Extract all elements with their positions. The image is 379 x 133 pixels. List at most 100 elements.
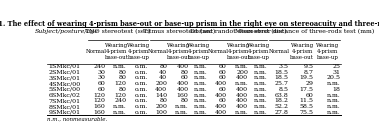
Text: 60: 60 bbox=[219, 87, 227, 92]
Text: 120: 120 bbox=[115, 93, 127, 98]
Text: 52.2: 52.2 bbox=[275, 104, 289, 109]
Text: n.m.: n.m. bbox=[326, 98, 340, 103]
Text: n.m.: n.m. bbox=[194, 98, 208, 103]
Text: 5SMkc/00: 5SMkc/00 bbox=[49, 87, 81, 92]
Text: n.m.: n.m. bbox=[194, 70, 208, 75]
Text: 3SMkc/01: 3SMkc/01 bbox=[49, 75, 81, 80]
Text: o.m.: o.m. bbox=[135, 104, 148, 109]
Text: 200: 200 bbox=[155, 81, 167, 86]
Text: Titmus stereotest (sec): Titmus stereotest (sec) bbox=[143, 29, 215, 34]
Text: n.m.: n.m. bbox=[235, 81, 248, 86]
Text: 25.7: 25.7 bbox=[275, 81, 289, 86]
Text: n.m.: n.m. bbox=[194, 75, 208, 80]
Text: 400: 400 bbox=[236, 75, 248, 80]
Text: n.m.: n.m. bbox=[194, 93, 208, 98]
Text: n.m.: n.m. bbox=[235, 110, 248, 115]
Text: n.m.: n.m. bbox=[194, 87, 208, 92]
Text: 60: 60 bbox=[97, 81, 105, 86]
Text: 400: 400 bbox=[236, 104, 248, 109]
Text: n.m.: n.m. bbox=[113, 110, 127, 115]
Text: 8.5: 8.5 bbox=[279, 87, 289, 92]
Text: 200: 200 bbox=[155, 104, 167, 109]
Text: 160: 160 bbox=[94, 110, 105, 115]
Text: Normal: Normal bbox=[268, 49, 290, 54]
Text: 160: 160 bbox=[94, 104, 105, 109]
Text: Distant randot stereotest (sec): Distant randot stereotest (sec) bbox=[190, 29, 287, 34]
Text: Mean error distance of three-rods test (mm): Mean error distance of three-rods test (… bbox=[235, 29, 374, 34]
Text: 30: 30 bbox=[97, 70, 105, 75]
Text: o.m.: o.m. bbox=[135, 87, 148, 92]
Text: n.m.: n.m. bbox=[254, 70, 267, 75]
Text: 400: 400 bbox=[236, 98, 248, 103]
Text: 400: 400 bbox=[177, 64, 189, 69]
Text: 17.5: 17.5 bbox=[300, 87, 314, 92]
Text: 160: 160 bbox=[177, 93, 189, 98]
Text: n.m.: n.m. bbox=[254, 93, 267, 98]
Text: 80: 80 bbox=[159, 98, 167, 103]
Text: 400: 400 bbox=[155, 87, 167, 92]
Text: 75.5: 75.5 bbox=[300, 110, 314, 115]
Text: n.m.: n.m. bbox=[113, 64, 127, 69]
Text: 80: 80 bbox=[119, 75, 127, 80]
Text: 30: 30 bbox=[97, 75, 105, 80]
Text: 18.2: 18.2 bbox=[275, 98, 289, 103]
Text: 19.5: 19.5 bbox=[300, 75, 314, 80]
Text: n.m.: n.m. bbox=[326, 81, 340, 86]
Text: 400: 400 bbox=[236, 93, 248, 98]
Text: TNO stereotest (sec): TNO stereotest (sec) bbox=[85, 29, 151, 34]
Text: n.m.: n.m. bbox=[194, 104, 208, 109]
Text: Normal: Normal bbox=[208, 49, 229, 54]
Text: n.m.: n.m. bbox=[254, 104, 267, 109]
Text: n.m.: n.m. bbox=[254, 75, 267, 80]
Text: 80: 80 bbox=[180, 70, 189, 75]
Text: Normal: Normal bbox=[148, 49, 169, 54]
Text: 400: 400 bbox=[215, 104, 227, 109]
Text: 120: 120 bbox=[93, 93, 105, 98]
Text: n.m.: n.m. bbox=[194, 81, 208, 86]
Text: Wearing
4-prism
base-up: Wearing 4-prism base-up bbox=[127, 43, 150, 60]
Text: n.m.: n.m. bbox=[194, 64, 208, 69]
Text: n.m.: n.m. bbox=[254, 110, 267, 115]
Text: n.m.: n.m. bbox=[326, 93, 340, 98]
Text: 60: 60 bbox=[219, 98, 227, 103]
Text: 100: 100 bbox=[155, 110, 167, 115]
Text: 7SMkc/01: 7SMkc/01 bbox=[49, 98, 81, 103]
Text: 18.5: 18.5 bbox=[275, 70, 289, 75]
Text: Wearing
4-prism
base-up: Wearing 4-prism base-up bbox=[316, 43, 340, 60]
Text: 80: 80 bbox=[119, 87, 127, 92]
Text: 31: 31 bbox=[332, 70, 340, 75]
Text: 60: 60 bbox=[219, 64, 227, 69]
Text: Table 1. The effect of wearing 4-prism base-out or base-up prism in the right ey: Table 1. The effect of wearing 4-prism b… bbox=[0, 20, 379, 28]
Text: 8SMkc/01: 8SMkc/01 bbox=[49, 104, 81, 109]
Text: 1SMkc/01: 1SMkc/01 bbox=[49, 64, 81, 69]
Text: Wearing
4-prism
base-out: Wearing 4-prism base-out bbox=[167, 43, 191, 60]
Text: o.m.: o.m. bbox=[135, 75, 148, 80]
Text: 60: 60 bbox=[97, 87, 105, 92]
Text: 18: 18 bbox=[332, 87, 340, 92]
Text: 40: 40 bbox=[159, 75, 167, 80]
Text: o.m.: o.m. bbox=[135, 70, 148, 75]
Text: Wearing
4-prism
base-out: Wearing 4-prism base-out bbox=[105, 43, 129, 60]
Text: 400: 400 bbox=[215, 110, 227, 115]
Text: 6SMkc/02: 6SMkc/02 bbox=[49, 93, 81, 98]
Text: Normal: Normal bbox=[86, 49, 107, 54]
Text: 58.5: 58.5 bbox=[300, 104, 314, 109]
Text: 140: 140 bbox=[155, 93, 167, 98]
Text: n.m.: n.m. bbox=[326, 104, 340, 109]
Text: 20.5: 20.5 bbox=[326, 75, 340, 80]
Text: 9.5: 9.5 bbox=[304, 64, 314, 69]
Text: 120: 120 bbox=[93, 98, 105, 103]
Text: 3.5: 3.5 bbox=[279, 64, 289, 69]
Text: n.m.: n.m. bbox=[194, 110, 208, 115]
Text: n.m.: n.m. bbox=[254, 87, 267, 92]
Text: o.m.: o.m. bbox=[135, 64, 148, 69]
Text: 240: 240 bbox=[93, 64, 105, 69]
Text: 18.5: 18.5 bbox=[275, 75, 289, 80]
Text: 200: 200 bbox=[236, 70, 248, 75]
Text: o.m.: o.m. bbox=[135, 81, 148, 86]
Text: n.m.: n.m. bbox=[235, 64, 248, 69]
Text: 60: 60 bbox=[219, 75, 227, 80]
Text: 25: 25 bbox=[332, 64, 340, 69]
Text: n.m.: n.m. bbox=[175, 110, 189, 115]
Text: 400: 400 bbox=[215, 81, 227, 86]
